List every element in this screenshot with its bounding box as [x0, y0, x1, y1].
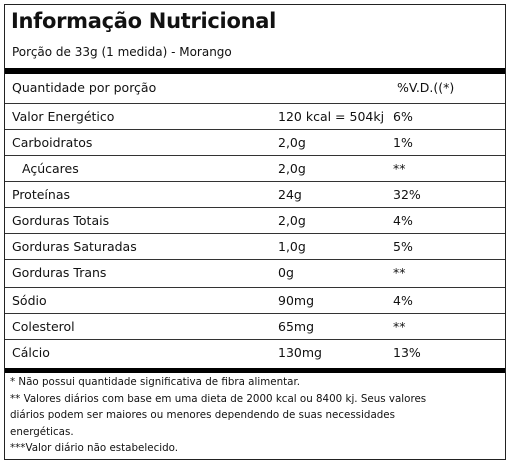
nutrient-name: Valor Energético: [12, 109, 115, 124]
nutrient-amount: 2,0g: [278, 213, 306, 228]
table-row: Valor Energético 120 kcal = 504kj 6%: [5, 103, 505, 130]
table-row: Gorduras Saturadas 1,0g 5%: [5, 233, 505, 260]
footnote-line: ** Valores diários com base em uma dieta…: [10, 392, 427, 405]
nutrient-name: Gorduras Trans: [12, 265, 107, 280]
footnote-line: ***Valor diário não estabelecido.: [10, 442, 179, 454]
nutrient-dv: 4%: [393, 213, 413, 228]
table-row: Cálcio 130mg 13%: [5, 339, 505, 366]
header-dv: %V.D.((*): [397, 80, 455, 95]
nutrient-dv: **: [393, 265, 406, 280]
nutrient-dv: 1%: [393, 135, 413, 150]
nutrient-dv: 5%: [393, 239, 413, 254]
footnote-line: energéticas.: [10, 425, 74, 438]
table-row: Gorduras Trans 0g **: [5, 259, 505, 286]
nutrient-name: Proteínas: [12, 187, 70, 202]
nutrient-amount: 130mg: [278, 345, 322, 360]
nutrient-amount: 24g: [278, 187, 302, 202]
nutrient-dv: 13%: [393, 345, 421, 360]
header-quantity: Quantidade por porção: [12, 80, 157, 95]
table-row: Colesterol 65mg **: [5, 313, 505, 340]
nutrient-name: Cálcio: [12, 345, 50, 360]
table-row: Açúcares 2,0g **: [5, 155, 505, 182]
nutrient-name: Gorduras Totais: [12, 213, 110, 228]
footnotes: * Não possui quantidade significativa de…: [10, 374, 426, 457]
thick-divider-top: [5, 68, 505, 74]
nutrient-amount: 2,0g: [278, 161, 306, 176]
nutrient-amount: 0g: [278, 265, 294, 280]
footnote-line: * Não possui quantidade significativa de…: [10, 376, 301, 388]
nutrient-amount: 1,0g: [278, 239, 306, 254]
nutrient-amount: 90mg: [278, 293, 315, 308]
nutrient-amount: 65mg: [278, 319, 315, 334]
nutrition-facts-panel: Informação Nutricional Porção de 33g (1 …: [4, 4, 506, 460]
nutrient-name: Carboidratos: [12, 135, 93, 150]
table-row: Gorduras Totais 2,0g 4%: [5, 207, 505, 234]
serving-size: Porção de 33g (1 medida) - Morango: [12, 45, 232, 59]
nutrient-dv: 6%: [393, 109, 413, 124]
nutrient-name: Gorduras Saturadas: [12, 239, 137, 254]
nutrient-name: Açúcares: [22, 161, 79, 176]
thick-divider-bottom: [5, 368, 505, 373]
nutrient-name: Sódio: [12, 293, 47, 308]
table-row: Sódio 90mg 4%: [5, 287, 505, 314]
table-row: Carboidratos 2,0g 1%: [5, 129, 505, 156]
table-header-row: Quantidade por porção %V.D.((*): [5, 75, 505, 101]
nutrient-amount: 120 kcal = 504kj: [278, 109, 385, 124]
label-title: Informação Nutricional: [11, 9, 277, 33]
nutrient-dv: **: [393, 319, 406, 334]
footnote-line: diários podem ser maiores ou menores dep…: [10, 409, 395, 421]
table-row: Proteínas 24g 32%: [5, 181, 505, 208]
nutrient-dv: 32%: [393, 187, 421, 202]
nutrient-dv: 4%: [393, 293, 413, 308]
nutrient-name: Colesterol: [12, 319, 75, 334]
nutrient-dv: **: [393, 161, 406, 176]
nutrient-amount: 2,0g: [278, 135, 306, 150]
